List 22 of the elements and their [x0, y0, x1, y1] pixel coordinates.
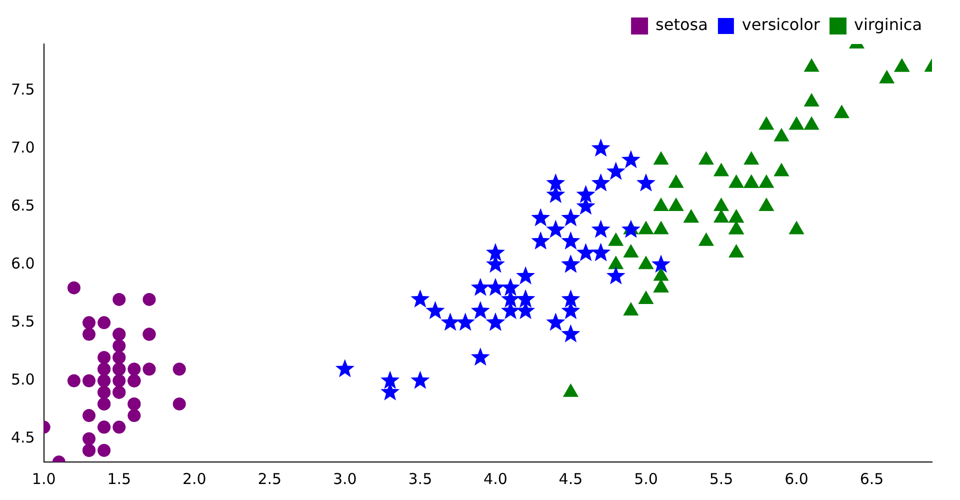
y-tick-label: 6.5 — [10, 196, 35, 214]
legend-label: setosa — [656, 15, 708, 34]
y-tick-label: 5.5 — [10, 312, 35, 331]
x-tick-label: 3.5 — [408, 470, 432, 488]
x-tick-label: 2.0 — [182, 470, 206, 488]
legend-label: virginica — [854, 15, 922, 34]
x-tick-label: 4.5 — [558, 470, 583, 488]
x-tick-label: 5.5 — [709, 470, 734, 488]
x-tick-label: 5.0 — [634, 470, 658, 488]
y-tick-label: 7.5 — [10, 80, 35, 98]
y-tick-label: 4.5 — [10, 428, 35, 447]
y-tick-label: 5.0 — [10, 370, 35, 389]
x-tick-label: 1.5 — [107, 470, 132, 488]
legend-label: versicolor — [742, 15, 820, 34]
x-tick-label: 6.0 — [784, 470, 808, 488]
y-tick-label: 6.0 — [10, 254, 35, 272]
x-tick-label: 3.0 — [332, 470, 357, 488]
y-tick-label: 7.0 — [10, 138, 35, 156]
x-tick-label: 6.5 — [860, 470, 884, 488]
x-tick-label: 4.0 — [484, 470, 508, 488]
x-tick-label: 2.5 — [258, 470, 282, 488]
x-tick-label: 1.0 — [32, 470, 56, 488]
